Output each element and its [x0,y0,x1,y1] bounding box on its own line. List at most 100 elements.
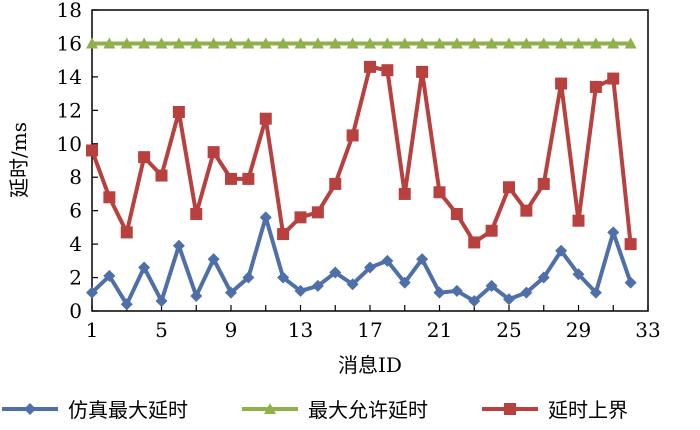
y-tick-label: 4 [69,232,82,256]
data-point [155,294,168,307]
data-point [398,187,411,200]
data-point [346,37,359,49]
data-point [537,177,550,190]
x-tick-label: 13 [288,318,313,342]
data-point [416,37,429,49]
data-point [624,276,637,289]
data-point [485,224,498,237]
data-point [450,208,463,221]
y-tick-label: 16 [57,31,82,55]
data-point [172,37,185,49]
data-point [589,37,602,49]
data-point [242,37,255,49]
data-point [138,151,151,164]
x-tick-label: 21 [427,318,452,342]
y-tick-label: 18 [57,0,82,22]
data-point [294,284,307,297]
x-tick-label: 33 [635,318,660,342]
data-point [503,181,515,194]
data-point [381,254,394,267]
data-point [207,253,220,266]
data-point [242,172,255,185]
data-point [329,37,342,49]
data-point [277,271,290,284]
data-point [277,37,290,49]
data-point [520,204,533,217]
data-point [207,37,220,49]
x-tick-label: 5 [155,318,168,342]
data-point [294,211,307,224]
data-point [450,284,463,297]
data-point [398,37,411,49]
data-point [398,276,411,289]
data-point [468,294,481,307]
data-point [311,206,324,219]
x-tick-label: 25 [496,318,521,342]
x-tick-label: 17 [357,318,382,342]
data-point [364,37,376,49]
data-point [120,226,133,239]
data-point [607,226,620,239]
data-point [259,211,272,224]
data-point [311,37,324,49]
data-point [503,37,515,49]
data-point [138,261,151,274]
data-point [364,261,376,274]
data-point [572,214,585,227]
data-point [433,37,446,49]
data-point [86,286,98,299]
data-point [190,37,203,49]
data-point [433,286,446,299]
data-point [190,208,203,221]
data-point [624,37,637,49]
data-point [503,293,515,306]
data-point [225,286,237,299]
data-point [86,37,98,49]
y-tick-label: 14 [57,65,82,89]
data-point [589,80,602,93]
data-point [555,244,568,257]
y-axis-label: 延时/ms [7,122,31,198]
data-point [311,279,324,292]
data-point [103,191,116,204]
data-point [555,77,568,90]
x-tick-label: 29 [566,318,591,342]
y-tick-label: 8 [69,165,82,189]
data-point [207,146,220,159]
data-point [468,37,481,49]
data-point [225,172,237,185]
data-point [259,37,272,49]
data-point [485,279,498,292]
data-point [520,37,533,49]
data-point [381,37,394,49]
data-point [555,37,568,49]
data-point [346,278,359,291]
data-point [294,37,307,49]
data-point [155,37,168,49]
data-point [607,72,620,85]
data-point [450,37,463,49]
data-point [520,286,533,299]
data-point [155,169,168,182]
data-point [572,37,585,49]
data-point [86,144,98,157]
data-point [433,186,446,199]
data-point [172,239,185,252]
y-tick-label: 12 [57,98,82,122]
data-point [537,37,550,49]
data-point [103,269,116,282]
legend-label: 仿真最大延时 [68,398,188,422]
data-point [572,268,585,281]
data-point [103,37,116,49]
y-tick-label: 10 [57,132,82,156]
data-point [172,106,185,119]
x-tick-label: 9 [225,318,238,342]
x-axis-label: 消息ID [338,353,402,377]
data-point [485,37,498,49]
data-point [381,64,394,77]
data-point [329,266,342,279]
legend-label: 延时上界 [548,398,628,422]
data-point [242,271,255,284]
